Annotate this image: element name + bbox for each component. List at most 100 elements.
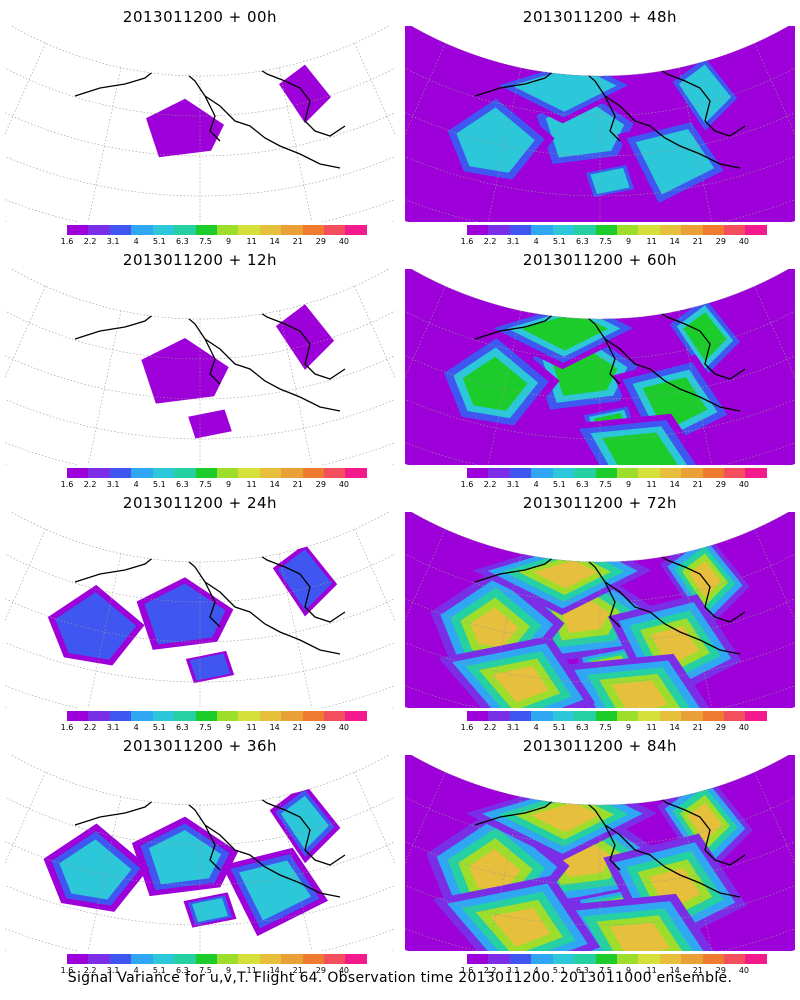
legend-label: 2.2 — [483, 237, 497, 246]
legend-label: 21 — [292, 966, 303, 975]
legend-swatch — [724, 954, 746, 964]
legend-swatch — [574, 468, 596, 478]
legend-swatch — [152, 711, 175, 721]
legend-swatch — [638, 225, 660, 235]
legend-label: 1.6 — [60, 480, 74, 489]
legend-swatch — [509, 468, 532, 478]
forecast-panel: 2013011200 + 00h 1.6 2.2 3.1 4 5.1 6.3 7.5 9 11 14… — [5, 2, 395, 246]
legend-swatch — [659, 468, 682, 478]
panel-title: 2013011200 + 12h — [122, 251, 278, 269]
legend-label: 6.3 — [176, 723, 189, 732]
legend-labels: 1.6 2.2 3.1 4 5.1 6.3 7.5 9 11 14 21 29 40 — [61, 237, 367, 247]
variance-contour — [530, 802, 600, 833]
polar-map — [5, 26, 395, 222]
forecast-panel: 2013011200 + 84h 1.6 2.2 3.1 4 5.1 6.3 7.5 9 11 14… — [405, 731, 795, 975]
panel-title: 2013011200 + 60h — [522, 251, 678, 269]
legend-label: 5.1 — [552, 723, 566, 732]
forecast-panel: 2013011200 + 60h 1.6 2.2 3.1 4 5.1 6.3 7.5 9 11 14… — [405, 245, 795, 489]
legend-swatch — [324, 711, 346, 721]
legend-swatch — [467, 954, 489, 964]
legend-swatch — [131, 468, 153, 478]
legend-swatch — [238, 468, 260, 478]
legend-swatch — [467, 468, 489, 478]
legend-swatch — [345, 711, 367, 721]
legend-swatch — [238, 225, 260, 235]
legend-label: 4 — [133, 723, 139, 732]
legend-swatch — [702, 954, 725, 964]
polar-map — [5, 512, 395, 708]
legend-swatch — [552, 468, 575, 478]
panel-title: 2013011200 + 72h — [522, 494, 678, 512]
legend-swatch — [216, 468, 239, 478]
legend-swatch — [574, 711, 596, 721]
legend-labels: 1.6 2.2 3.1 4 5.1 6.3 7.5 9 11 14 21 29 40 — [461, 480, 767, 490]
legend-swatch — [67, 954, 89, 964]
legend-swatch — [552, 225, 575, 235]
legend-label: 3.1 — [506, 237, 520, 246]
legend-swatch — [88, 711, 110, 721]
legend-swatch — [659, 225, 682, 235]
legend-swatch — [281, 225, 303, 235]
polar-map — [405, 512, 795, 708]
variance-contour — [609, 922, 671, 951]
variance-contour — [635, 129, 715, 195]
legend-label: 14 — [669, 480, 680, 489]
legend-label: 4 — [133, 480, 139, 489]
legend-swatch — [174, 954, 196, 964]
legend-swatch — [488, 954, 510, 964]
legend-label: 11 — [646, 966, 657, 975]
legend-label: 9 — [625, 723, 632, 732]
legend-label: 3.1 — [106, 966, 120, 975]
figure-caption: Signal Variance for u,v,T. Flight 64. Ob… — [67, 970, 733, 986]
legend-label: 21 — [292, 237, 303, 246]
variance-contour — [55, 592, 137, 660]
legend-label: 2.2 — [483, 480, 497, 489]
legend-label: 4 — [533, 966, 539, 975]
legend-swatch — [324, 468, 346, 478]
legend-label: 1.6 — [60, 966, 74, 975]
legend-swatch — [259, 711, 282, 721]
legend-label: 4 — [533, 237, 539, 246]
legend-label: 7.5 — [599, 966, 612, 975]
legend-swatch — [745, 711, 767, 721]
forecast-panel: 2013011200 + 36h 1.6 2.2 3.1 4 5.1 6.3 7.5 9 11 14… — [5, 731, 395, 975]
legend-swatch — [681, 468, 703, 478]
legend-label: 40 — [738, 480, 750, 489]
legend-label: 11 — [646, 723, 657, 732]
legend-swatch — [509, 225, 532, 235]
legend-swatch — [216, 225, 239, 235]
variance-contour — [462, 356, 528, 411]
legend-label: 4 — [533, 480, 539, 489]
legend-label: 1.6 — [460, 480, 474, 489]
legend-swatch — [67, 711, 89, 721]
legend-swatch — [195, 225, 217, 235]
legend-label: 21 — [692, 480, 703, 489]
legend-swatch — [574, 225, 596, 235]
legend-swatch — [216, 711, 239, 721]
legend-label: 40 — [338, 723, 350, 732]
legend-label: 5.1 — [152, 723, 166, 732]
legend-label: 29 — [715, 966, 726, 975]
legend-swatch — [88, 225, 110, 235]
legend-swatch — [109, 225, 132, 235]
legend-swatch — [509, 711, 532, 721]
forecast-panel: 2013011200 + 12h 1.6 2.2 3.1 4 5.1 6.3 7.5 9 11 14… — [5, 245, 395, 489]
legend-label: 6.3 — [176, 480, 189, 489]
forecast-panel: 2013011200 + 24h 1.6 2.2 3.1 4 5.1 6.3 7.5 9 11 14… — [5, 488, 395, 732]
legend-label: 40 — [738, 723, 750, 732]
legend-swatch — [552, 711, 575, 721]
legend-label: 2.2 — [83, 480, 97, 489]
legend-label: 3.1 — [106, 723, 120, 732]
legend-label: 5.1 — [152, 966, 166, 975]
legend-swatch — [531, 711, 553, 721]
legend-label: 29 — [315, 723, 326, 732]
variance-contour — [688, 561, 722, 598]
legend-label: 6.3 — [176, 237, 189, 246]
legend-swatch — [531, 468, 553, 478]
legend-labels: 1.6 2.2 3.1 4 5.1 6.3 7.5 9 11 14 21 29 40 — [61, 966, 367, 976]
variance-contour — [144, 583, 226, 645]
legend-swatch — [152, 954, 175, 964]
legend-swatch — [724, 711, 746, 721]
legend-swatch — [88, 954, 110, 964]
legend-label: 6.3 — [576, 723, 589, 732]
